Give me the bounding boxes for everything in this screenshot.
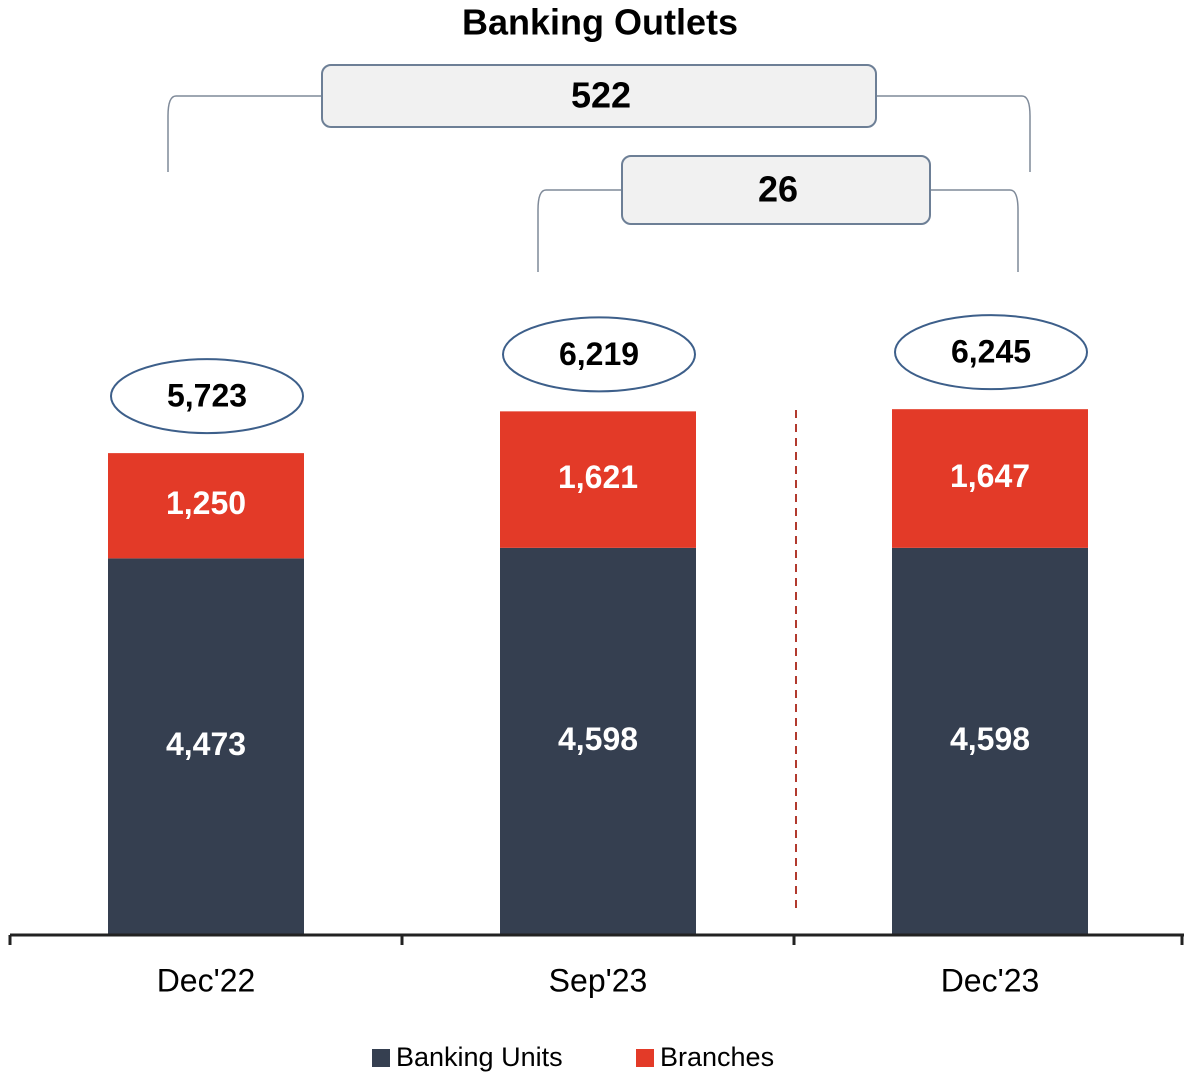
bar-segment <box>108 453 304 559</box>
bar-segment <box>892 409 1088 548</box>
value-label: 1,647 <box>950 458 1030 494</box>
legend-label: Banking Units <box>396 1042 563 1072</box>
total-bubble <box>502 316 696 393</box>
bracket <box>876 95 1031 172</box>
total-bubble <box>894 314 1088 391</box>
value-label: 1,621 <box>558 459 638 495</box>
chart-title: Banking Outlets <box>462 2 738 43</box>
x-tick-label: Sep'23 <box>549 962 648 998</box>
total-bubble <box>110 358 304 435</box>
change-label: 522 <box>571 75 631 116</box>
bracket <box>930 189 1019 272</box>
x-tick-label: Dec'22 <box>157 962 256 998</box>
x-tick-label: Dec'23 <box>941 962 1040 998</box>
legend-label: Branches <box>660 1042 774 1072</box>
bracket <box>167 95 322 172</box>
legend-swatch <box>372 1049 390 1067</box>
legend-swatch <box>636 1049 654 1067</box>
bar-segment <box>108 558 304 935</box>
value-label: 1,250 <box>166 485 246 521</box>
change-box <box>621 155 931 225</box>
value-label: 4,473 <box>166 726 246 762</box>
total-label: 5,723 <box>167 378 247 414</box>
bracket <box>537 189 622 272</box>
value-label: 4,598 <box>950 721 1030 757</box>
change-box <box>321 64 877 128</box>
bar-segment <box>892 547 1088 935</box>
value-label: 4,598 <box>558 721 638 757</box>
bar-segment <box>500 411 696 548</box>
change-label: 26 <box>758 169 798 210</box>
total-label: 6,219 <box>559 336 639 372</box>
bar-segment <box>500 547 696 935</box>
total-label: 6,245 <box>951 334 1031 370</box>
